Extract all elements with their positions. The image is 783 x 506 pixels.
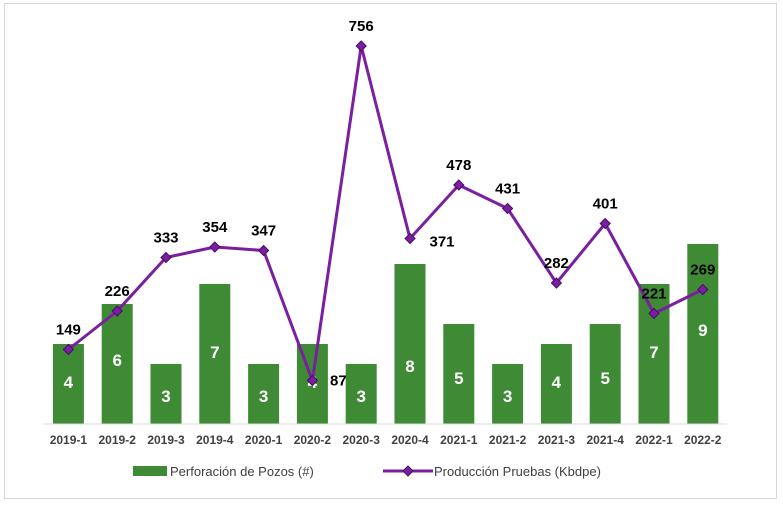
line-marker-2021-1: [453, 179, 465, 191]
x-tick-label: 2019-1: [50, 433, 88, 447]
production-line: [67, 44, 704, 382]
x-tick-label: 2020-3: [343, 433, 381, 447]
x-tick-label: 2021-3: [538, 433, 576, 447]
line-value-label: 354: [202, 219, 228, 236]
x-tick-label: 2021-2: [489, 433, 527, 447]
line-value-label: 221: [641, 286, 666, 303]
bar-value-label: 5: [454, 369, 463, 388]
bar-2021-1: [443, 324, 475, 424]
line-value-label: 401: [593, 196, 618, 213]
line-marker-2021-2: [501, 202, 514, 215]
line-marker-2021-3: [550, 277, 563, 289]
bar-value-label: 6: [112, 351, 121, 370]
line-value-label: 333: [153, 230, 178, 247]
x-tick-label: 2022-1: [635, 433, 673, 447]
legend-line-label: Producción Pruebas (Kbdpe): [434, 464, 601, 479]
bar-value-label: 3: [161, 387, 170, 406]
bar-value-label: 3: [356, 387, 365, 406]
line-value-label: 269: [690, 262, 715, 279]
line-value-label: 478: [446, 157, 471, 174]
line-marker-2019-3: [160, 251, 172, 264]
bar-2020-4: [394, 264, 426, 424]
line-marker-2022-2: [697, 283, 709, 296]
x-axis-ticks: 2019-1 2019-2 2019-3 2019-4 2020-1 2020-2 2020…: [50, 433, 722, 447]
line-marker-2022-1: [648, 307, 660, 320]
line-marker-2019-1: [62, 343, 75, 356]
x-tick-label: 2019-4: [196, 433, 234, 447]
legend-diamond-marker: [402, 465, 414, 477]
bar-value-label: 7: [649, 343, 658, 362]
line-value-label: 149: [56, 322, 81, 339]
bar-value-label: 4: [64, 373, 74, 392]
bar-2021-3: [540, 344, 572, 424]
bar-value-label: 4: [552, 373, 562, 392]
line-value-label: 371: [429, 234, 454, 251]
line-marker-2021-4: [599, 217, 611, 230]
line-value-label: 756: [349, 18, 374, 35]
bar-2019-4: [199, 284, 231, 424]
line-marker-2020-1: [257, 244, 270, 257]
bar-2021-4: [589, 324, 621, 424]
x-tick-label: 2019-3: [147, 433, 185, 447]
bar-value-label: 8: [405, 357, 414, 376]
line-marker-2019-2: [111, 305, 123, 317]
line-value-label: 282: [544, 255, 569, 272]
bar-value-label: 3: [259, 387, 268, 406]
legend-bar-swatch: [133, 466, 167, 476]
line-marker-2020-3: [355, 40, 367, 52]
x-tick-label: 2020-4: [391, 433, 429, 447]
legend: Perforación de Pozos (#) Producción Prue…: [133, 464, 601, 479]
x-tick-label: 2021-1: [440, 433, 478, 447]
x-tick-label: 2020-2: [294, 433, 332, 447]
line-value-label: 87: [330, 373, 347, 390]
bar-2022-2: [687, 244, 719, 424]
bar-2019-2: [101, 304, 133, 424]
bar-2019-3: [150, 364, 182, 424]
line-value-label: 431: [495, 181, 520, 198]
line-marker-2020-2: [306, 374, 319, 387]
bar-2021-2: [492, 364, 524, 424]
line-marker-2019-4: [209, 241, 221, 253]
bar-2019-1: [52, 344, 84, 424]
line-series: [62, 40, 709, 387]
legend-bar-label: Perforación de Pozos (#): [170, 464, 314, 479]
x-tick-label: 2021-4: [587, 433, 625, 447]
line-marker-2020-4: [404, 232, 416, 245]
bar-value-label: 7: [210, 343, 219, 362]
bar-2020-3: [345, 364, 377, 424]
x-tick-label: 2020-1: [245, 433, 283, 447]
bar-2020-1: [248, 364, 280, 424]
bar-value-label: 5: [600, 369, 609, 388]
bar-value-label: 9: [698, 321, 707, 340]
x-tick-label: 2022-2: [684, 433, 722, 447]
bar-value-label: 3: [503, 387, 512, 406]
line-value-label: 226: [105, 283, 130, 300]
bar-series: [52, 244, 719, 424]
x-tick-label: 2019-2: [99, 433, 137, 447]
line-value-label: 347: [251, 223, 276, 240]
